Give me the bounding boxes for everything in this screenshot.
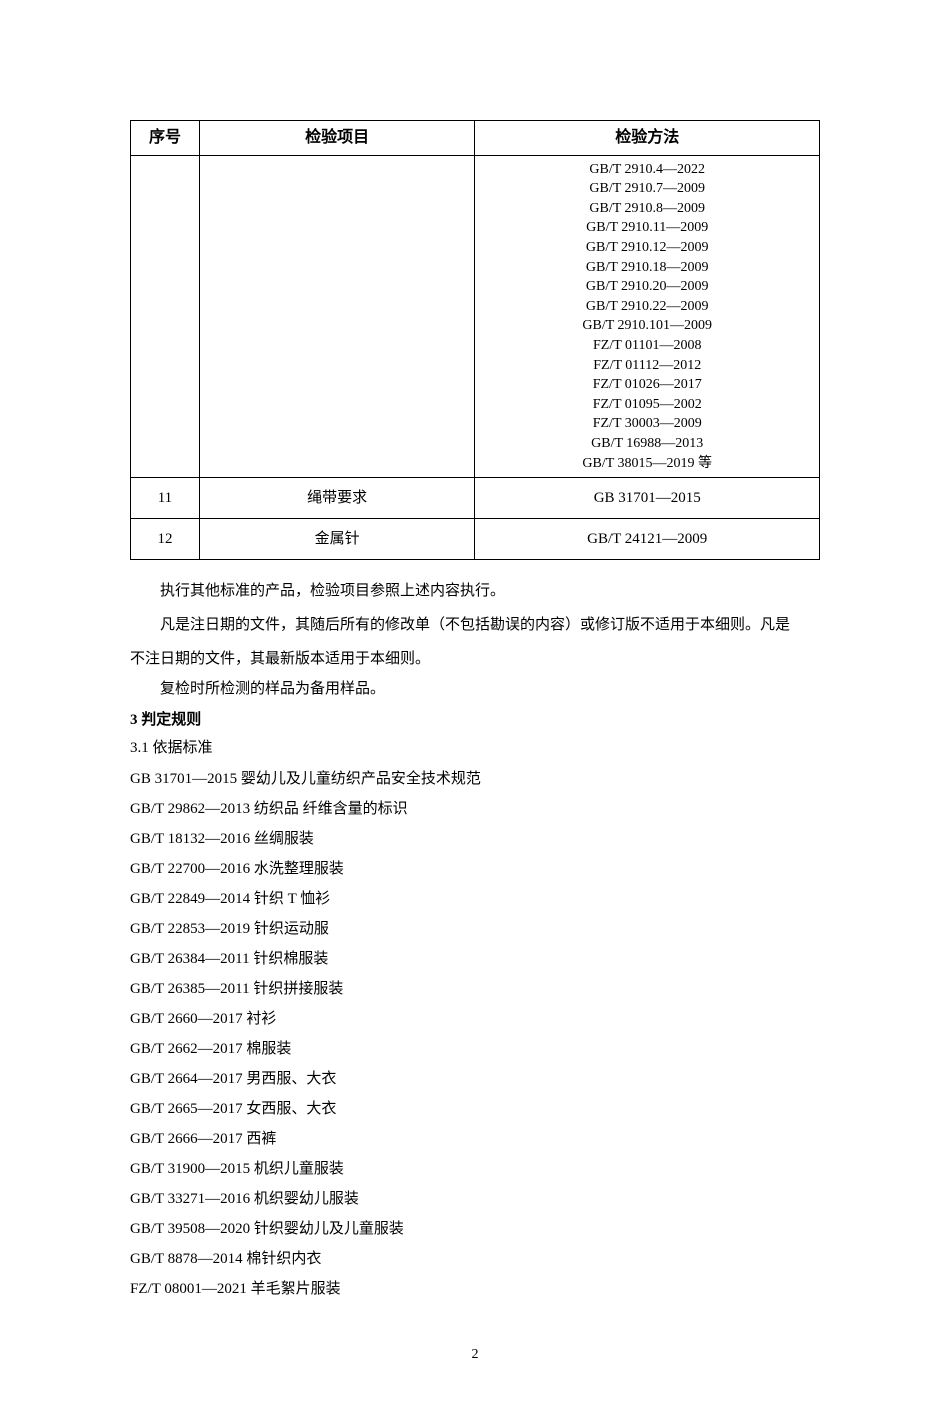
method-line: FZ/T 01112—2012 (475, 356, 819, 376)
method-line: GB/T 2910.4—2022 (475, 160, 819, 180)
table-row: 12 金属针 GB/T 24121—2009 (131, 519, 820, 560)
method-line: GB/T 2910.11—2009 (475, 218, 819, 238)
standard-line: GB/T 22849—2014 针织 T 恤衫 (130, 884, 820, 914)
header-item: 检验项目 (199, 121, 475, 156)
method-line: FZ/T 30003—2009 (475, 414, 819, 434)
standard-line: GB/T 39508—2020 针织婴幼儿及儿童服装 (130, 1214, 820, 1244)
standard-line: GB/T 22853—2019 针织运动服 (130, 914, 820, 944)
standard-line: GB/T 2666—2017 西裤 (130, 1124, 820, 1154)
standard-line: GB/T 29862—2013 纺织品 纤维含量的标识 (130, 794, 820, 824)
method-line: FZ/T 01026—2017 (475, 375, 819, 395)
standard-line: GB/T 26384—2011 针织棉服装 (130, 944, 820, 974)
cell-method-12: GB/T 24121—2009 (475, 519, 820, 560)
standard-line: GB 31701—2015 婴幼儿及儿童纺织产品安全技术规范 (130, 764, 820, 794)
standard-line: GB/T 2662—2017 棉服装 (130, 1034, 820, 1064)
paragraph-3: 复检时所检测的样品为备用样品。 (130, 674, 820, 704)
standard-line: GB/T 8878—2014 棉针织内衣 (130, 1244, 820, 1274)
method-line: GB/T 38015—2019 等 (475, 454, 819, 474)
standard-line: FZ/T 08001—2021 羊毛絮片服装 (130, 1274, 820, 1304)
paragraph-2b: 不注日期的文件，其最新版本适用于本细则。 (130, 644, 820, 674)
method-line: GB/T 2910.18—2009 (475, 258, 819, 278)
paragraph-1: 执行其他标准的产品，检验项目参照上述内容执行。 (130, 576, 820, 606)
method-line: GB/T 2910.8—2009 (475, 199, 819, 219)
cell-seq-11: 11 (131, 478, 200, 519)
standard-line: GB/T 22700—2016 水洗整理服装 (130, 854, 820, 884)
standard-line: GB/T 33271—2016 机织婴幼儿服装 (130, 1184, 820, 1214)
standard-line: GB/T 26385—2011 针织拼接服装 (130, 974, 820, 1004)
cell-methods-list: GB/T 2910.4—2022 GB/T 2910.7—2009 GB/T 2… (475, 155, 820, 478)
standard-line: GB/T 31900—2015 机织儿童服装 (130, 1154, 820, 1184)
inspection-table: 序号 检验项目 检验方法 GB/T 2910.4—2022 GB/T 2910.… (130, 120, 820, 560)
section-3-heading: 3 判定规则 (130, 708, 820, 732)
table-header-row: 序号 检验项目 检验方法 (131, 121, 820, 156)
standard-line: GB/T 2660—2017 衬衫 (130, 1004, 820, 1034)
method-line: FZ/T 01095—2002 (475, 395, 819, 415)
header-method: 检验方法 (475, 121, 820, 156)
cell-item-12: 金属针 (199, 519, 475, 560)
standard-line: GB/T 2665—2017 女西服、大衣 (130, 1094, 820, 1124)
method-line: FZ/T 01101—2008 (475, 336, 819, 356)
standard-line: GB/T 2664—2017 男西服、大衣 (130, 1064, 820, 1094)
method-line: GB/T 2910.7—2009 (475, 179, 819, 199)
section-3-1-heading: 3.1 依据标准 (130, 736, 820, 760)
method-line: GB/T 16988—2013 (475, 434, 819, 454)
standard-line: GB/T 18132—2016 丝绸服装 (130, 824, 820, 854)
table-row: GB/T 2910.4—2022 GB/T 2910.7—2009 GB/T 2… (131, 155, 820, 478)
table-row: 11 绳带要求 GB 31701—2015 (131, 478, 820, 519)
method-line: GB/T 2910.101—2009 (475, 316, 819, 336)
method-line: GB/T 2910.20—2009 (475, 277, 819, 297)
cell-item-empty (199, 155, 475, 478)
method-line: GB/T 2910.12—2009 (475, 238, 819, 258)
cell-seq-empty (131, 155, 200, 478)
cell-method-11: GB 31701—2015 (475, 478, 820, 519)
paragraph-2a: 凡是注日期的文件，其随后所有的修改单（不包括勘误的内容）或修订版不适用于本细则。… (130, 610, 820, 640)
cell-seq-12: 12 (131, 519, 200, 560)
page-number: 2 (130, 1344, 820, 1366)
header-seq: 序号 (131, 121, 200, 156)
method-line: GB/T 2910.22—2009 (475, 297, 819, 317)
cell-item-11: 绳带要求 (199, 478, 475, 519)
